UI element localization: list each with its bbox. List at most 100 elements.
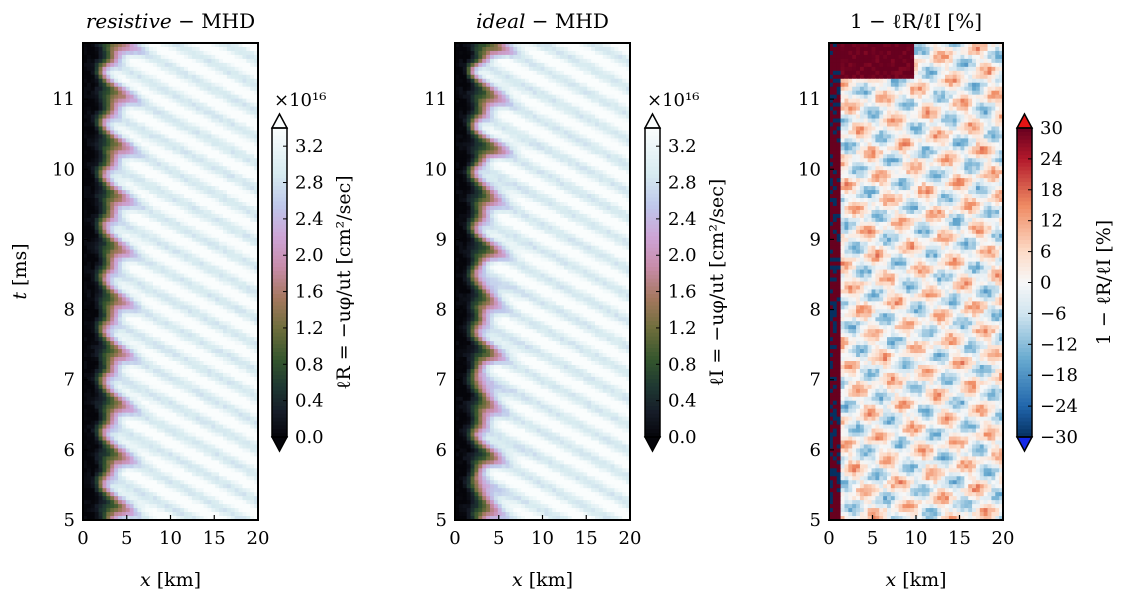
heatmap-cell [203,134,209,140]
heatmap-cell [156,448,162,454]
heatmap-cell [188,285,193,291]
heatmap-cell [149,190,154,195]
heatmap-cell [207,293,212,299]
heatmap-cell [184,277,189,283]
heatmap-cell [114,380,119,386]
heatmap-cell [215,388,220,394]
heatmap-cell [114,221,119,227]
heatmap-cell [188,58,193,64]
heatmap-cell [207,74,212,80]
heatmap-cell [184,118,189,124]
heatmap-cell [219,456,224,461]
heatmap-cell [211,213,216,219]
heatmap-cell [133,273,139,279]
heatmap-cell [149,62,154,68]
heatmap-cell [114,353,119,358]
heatmap-cell [238,325,244,330]
heatmap-cell [223,361,228,366]
heatmap-cell [226,408,232,414]
heatmap-cell [129,170,135,175]
heatmap-cell [141,90,146,96]
heatmap-cell [106,122,111,128]
heatmap-cell [215,361,220,366]
heatmap-cell [215,257,220,263]
heatmap-cell [86,245,92,251]
heatmap-cell [219,110,224,116]
heatmap-cell [141,154,146,159]
heatmap-cell [226,400,232,406]
heatmap-cell [211,432,216,438]
heatmap-cell [180,90,185,96]
heatmap-cell [164,468,170,473]
heatmap-cell [172,353,177,358]
heatmap-cell [153,62,158,68]
heatmap-cell [90,456,96,461]
heatmap-cell [203,468,209,473]
heatmap-cell [250,43,255,48]
heatmap-cell [195,420,201,426]
heatmap-cell [172,313,177,318]
heatmap-cell [246,150,251,155]
heatmap-cell [102,333,107,338]
heatmap-cell [180,432,185,438]
heatmap-cell [102,178,107,183]
heatmap-cell [145,110,150,116]
heatmap-cell [90,70,96,76]
heatmap-cell [114,472,119,477]
heatmap-cell [90,261,96,267]
heatmap-cell [254,166,259,171]
heatmap-cell [160,476,166,481]
heatmap-cell [195,380,201,386]
heatmap-cell [114,130,119,136]
heatmap-cell [164,202,170,207]
heatmap-cell [254,138,259,143]
heatmap-cell [199,241,205,247]
heatmap-cell [238,166,244,171]
heatmap-cell [207,325,212,330]
heatmap-cell [176,424,181,430]
heatmap-cell [184,372,189,378]
heatmap-cell [180,178,185,183]
heatmap-cell [242,118,247,124]
heatmap-cell [98,444,104,450]
heatmap-cell [207,138,212,143]
heatmap-cell [90,202,96,207]
heatmap-cell [90,257,96,263]
heatmap-cell [118,118,123,124]
heatmap-cell [118,472,123,477]
heatmap-cell [188,43,193,48]
heatmap-cell [125,436,131,442]
heatmap-cell [106,269,111,275]
heatmap-cell [90,166,96,171]
heatmap-cell [98,309,104,314]
heatmap-cell [153,452,158,458]
heatmap-cell [102,273,107,279]
heatmap-cell [83,186,88,191]
heatmap-cell [180,182,185,187]
heatmap-cell [133,62,139,68]
heatmap-cell [230,249,236,255]
heatmap-cell [219,472,224,477]
heatmap-cell [125,150,131,155]
heatmap-cell [129,241,135,247]
heatmap-cell [254,476,259,481]
heatmap-cell [121,134,127,140]
heatmap-cell [149,420,154,426]
heatmap-cell [199,432,205,438]
heatmap-cell [191,94,197,100]
heatmap-cell [219,388,224,394]
heatmap-cell [83,400,88,406]
heatmap-cell [215,341,220,346]
heatmap-cell [145,66,150,72]
heatmap-cell [168,229,174,235]
heatmap-cell [90,420,96,426]
heatmap-cell [246,444,251,450]
heatmap-cell [94,281,100,287]
heatmap-cell [149,106,154,112]
heatmap-cell [86,209,92,215]
heatmap-cell [121,460,127,465]
heatmap-cell [184,146,189,151]
heatmap-cell [226,472,232,477]
heatmap-cell [90,444,96,450]
heatmap-cell [191,372,197,378]
